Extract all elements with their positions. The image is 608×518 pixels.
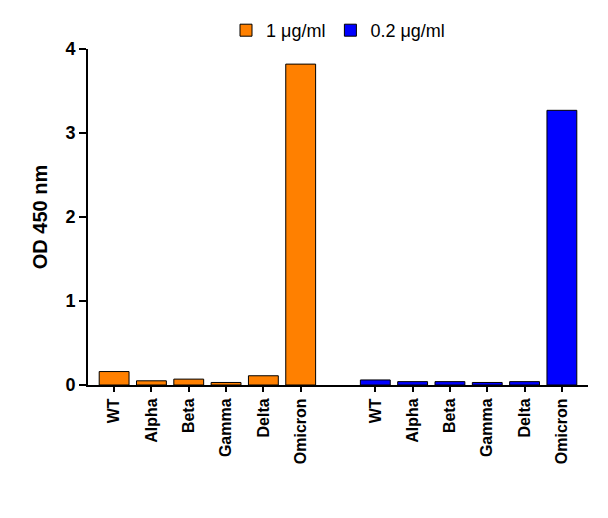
svg-text:1 μg/ml: 1 μg/ml xyxy=(266,21,325,41)
svg-text:1: 1 xyxy=(65,291,75,311)
svg-text:Gamma: Gamma xyxy=(478,398,495,457)
svg-text:Delta: Delta xyxy=(516,398,533,437)
svg-text:Beta: Beta xyxy=(441,398,458,433)
svg-text:Delta: Delta xyxy=(255,398,272,437)
svg-text:Alpha: Alpha xyxy=(143,398,160,443)
svg-text:WT: WT xyxy=(367,398,384,423)
svg-text:0.2 μg/ml: 0.2 μg/ml xyxy=(370,21,444,41)
svg-text:Alpha: Alpha xyxy=(404,398,421,443)
svg-text:0: 0 xyxy=(65,375,75,395)
svg-text:Gamma: Gamma xyxy=(217,398,234,457)
svg-text:Beta: Beta xyxy=(180,398,197,433)
svg-text:2: 2 xyxy=(65,207,75,227)
svg-text:OD 450 nm: OD 450 nm xyxy=(29,165,51,269)
svg-text:Omicron: Omicron xyxy=(292,398,309,464)
svg-text:3: 3 xyxy=(65,123,75,143)
svg-text:4: 4 xyxy=(65,39,75,59)
svg-text:WT: WT xyxy=(105,398,122,423)
svg-text:Omicron: Omicron xyxy=(553,398,570,464)
